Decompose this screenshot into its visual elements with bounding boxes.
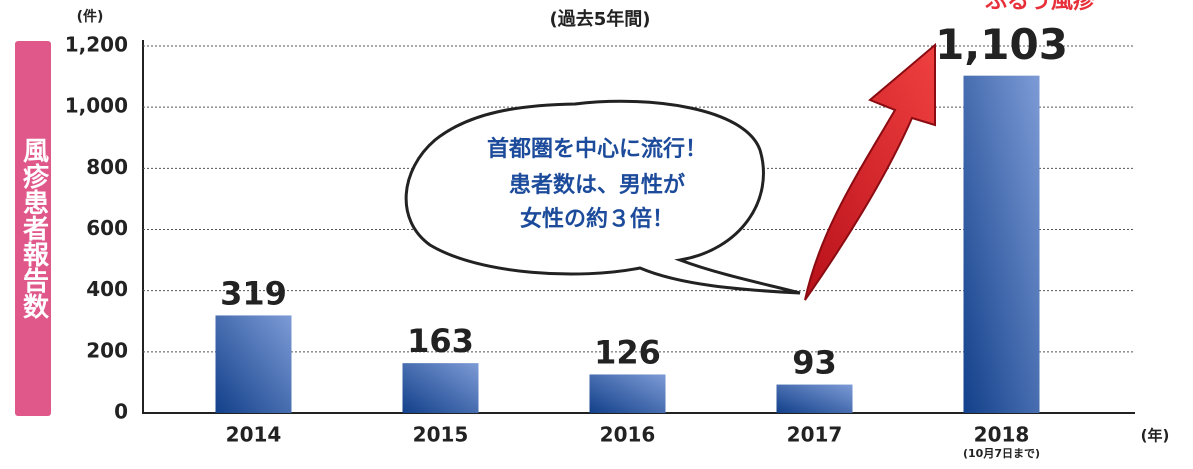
chart-subtitle: (過去5年間) (550, 8, 651, 30)
chart: ふるう風疹 (過去5年間) (件) 風疹患者報告数 (年) 首都圏を中心に流行！… (0, 0, 1193, 469)
value-label: 126 (594, 333, 661, 371)
value-label: 163 (407, 322, 474, 360)
bar (777, 385, 853, 413)
bar (590, 374, 666, 413)
y-label: 風疹患者報告数 (19, 137, 49, 320)
x-tick-label: 2018 (974, 423, 1030, 447)
x-note: (10月7日まで) (963, 447, 1040, 460)
y-tick-label: 400 (86, 277, 128, 301)
x-tick-label: 2014 (226, 423, 282, 447)
y-tick-label: 1,200 (65, 33, 128, 57)
y-tick-label: 0 (114, 400, 128, 424)
y-tick-label: 1,000 (65, 94, 128, 118)
callout-text: 首都圏を中心に流行！ (487, 136, 707, 162)
bar (964, 76, 1040, 413)
value-label: 93 (792, 344, 837, 382)
value-label: 1,103 (935, 20, 1068, 69)
bar (403, 363, 479, 413)
value-label: 319 (220, 274, 287, 312)
y-tick-label: 600 (86, 216, 128, 240)
rise-arrow (805, 45, 935, 300)
y-tick-label: 200 (86, 338, 128, 362)
x-tick-label: 2017 (787, 423, 843, 447)
callout-text: 患者数は、男性が (509, 172, 685, 198)
y-tick-label: 800 (86, 155, 128, 179)
bar (216, 315, 292, 413)
x-tick-label: 2015 (413, 423, 469, 447)
x-tick-label: 2016 (600, 423, 656, 447)
y-unit: (件) (77, 8, 104, 25)
chart-title: ふるう風疹 (985, 0, 1096, 14)
x-unit: (年) (1141, 427, 1170, 445)
callout-text: 女性の約３倍！ (520, 206, 674, 232)
